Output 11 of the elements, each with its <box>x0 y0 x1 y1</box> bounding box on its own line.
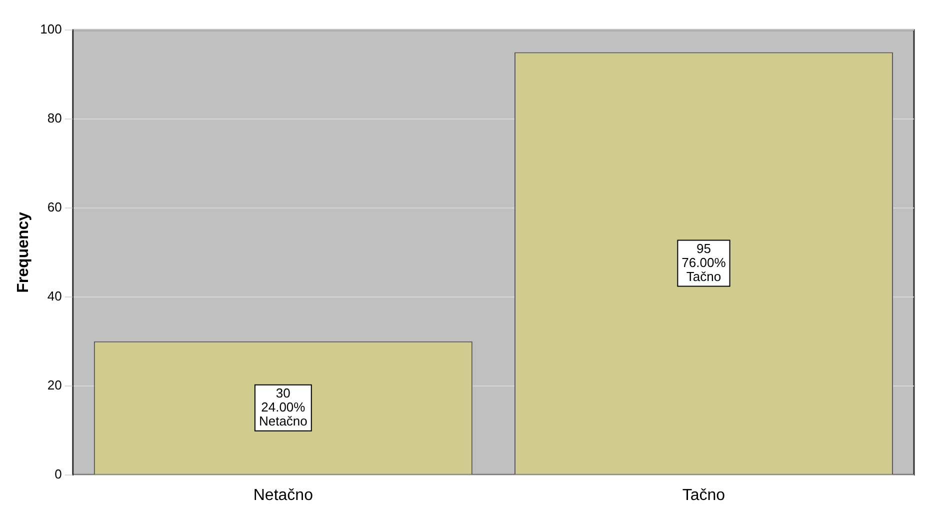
y-tick-label: 20 <box>47 377 62 392</box>
y-tick-label: 100 <box>40 22 62 37</box>
y-tick-label: 40 <box>47 288 62 304</box>
y-tick-label: 60 <box>47 200 62 214</box>
data-label: 95 76.00% Tačno <box>682 240 726 284</box>
x-tick-label: Netačno <box>253 486 314 504</box>
y-axis-title: Frequency <box>15 212 32 293</box>
data-label: 30 24.00% Netačno <box>258 385 308 428</box>
x-tick-label: Tačno <box>682 486 726 504</box>
y-tick-label: 80 <box>47 110 62 126</box>
y-tick-label: 0 <box>54 466 62 482</box>
